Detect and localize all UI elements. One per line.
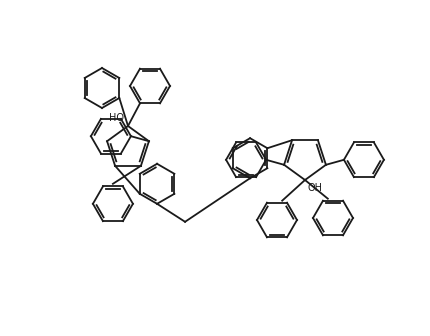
Text: OH: OH: [307, 183, 322, 193]
Text: HO: HO: [109, 113, 124, 123]
